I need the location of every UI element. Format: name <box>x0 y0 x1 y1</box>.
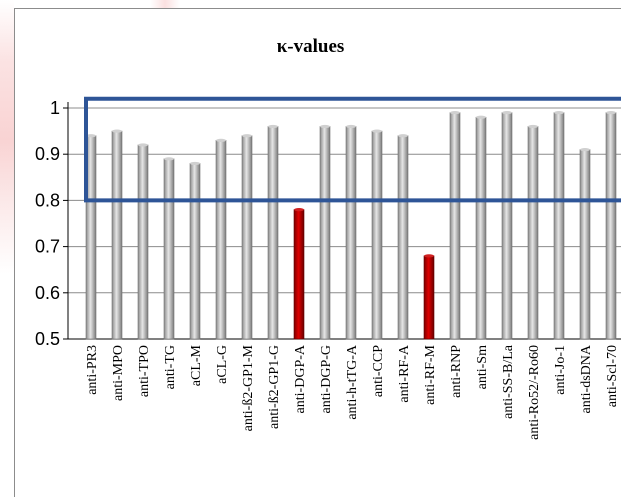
chart-title: κ-values <box>276 36 345 57</box>
bar <box>449 112 461 340</box>
bar <box>137 144 149 340</box>
bar-cap <box>450 111 460 115</box>
bar-highlight <box>423 255 435 340</box>
bar-cap <box>502 111 512 115</box>
bar <box>189 163 201 340</box>
y-tick-label: 1 <box>50 98 60 118</box>
bar-highlight <box>293 209 305 340</box>
bar-cap <box>372 129 382 133</box>
bar-cap <box>476 115 486 119</box>
x-tick-label: aCL-M <box>189 344 204 386</box>
bar <box>605 112 617 340</box>
x-tick-label: anti-MPO <box>111 345 126 401</box>
bar <box>345 126 357 340</box>
x-tick-label: anti-RF-M <box>423 344 438 404</box>
x-tick-label: anti-Jo-1 <box>553 345 568 395</box>
bar-cap <box>580 147 590 152</box>
bar-cap <box>164 157 174 161</box>
bar <box>397 135 409 340</box>
bar <box>553 112 565 340</box>
bar <box>215 140 227 340</box>
bar-cap <box>398 134 408 138</box>
background-decoration <box>0 0 14 498</box>
bar-cap <box>216 138 226 142</box>
bar-cap <box>346 124 356 129</box>
bar-cap <box>606 111 616 115</box>
x-tick-label: anti-CCP <box>371 345 386 397</box>
bar-cap <box>294 208 304 212</box>
y-tick-label: 0.7 <box>35 237 60 257</box>
bar <box>111 130 123 340</box>
bar-cap <box>424 254 434 258</box>
x-tick-label: anti-Ro52/-Ro60 <box>527 345 542 440</box>
bar <box>527 126 539 340</box>
x-tick-label: anti-dsDNA <box>579 344 594 413</box>
bar-cap <box>528 124 538 129</box>
x-tick-label: anti-ß2-GP1-G <box>267 345 282 429</box>
x-tick-label: aCL-G <box>215 345 230 384</box>
bar-cap <box>554 111 564 115</box>
y-tick-label: 0.6 <box>35 283 60 303</box>
x-tick-label: anti-RNP <box>449 345 464 398</box>
bar <box>267 126 279 340</box>
bar-cap <box>242 134 252 138</box>
x-tick-label: anti-ß2-GP1-M <box>241 344 256 431</box>
bar <box>501 112 513 340</box>
reference-band <box>84 96 621 203</box>
x-tick-label: anti-h-tTG-A <box>345 344 360 420</box>
bar <box>579 149 591 340</box>
y-tick-label: 0.8 <box>35 190 60 210</box>
bar <box>319 126 331 340</box>
x-tick-label: anti-Scl-70 <box>605 345 620 407</box>
x-tick-label: anti-Sm <box>475 345 490 389</box>
bar <box>475 116 487 340</box>
x-tick-label: anti-RF-A <box>397 344 412 402</box>
bar-cap <box>190 161 200 166</box>
x-tick-label: anti-DGP-A <box>293 344 308 413</box>
x-tick-label: anti-TPO <box>137 345 152 397</box>
bar <box>371 130 383 340</box>
y-tick-label: 0.5 <box>35 329 60 349</box>
x-tick-label: anti-TG <box>163 345 178 389</box>
bar-cap <box>320 124 330 129</box>
y-tick-label: 0.9 <box>35 144 60 164</box>
bar <box>241 135 253 340</box>
bar-cap <box>112 129 122 133</box>
x-tick-label: anti-DGP-G <box>319 345 334 413</box>
bar-cap <box>138 143 148 147</box>
bar <box>163 158 175 340</box>
bar-cap <box>86 134 96 138</box>
bar-cap <box>268 124 278 129</box>
x-tick-label: anti-SS-B/La <box>501 344 516 419</box>
x-tick-label: anti-PR3 <box>85 345 100 395</box>
